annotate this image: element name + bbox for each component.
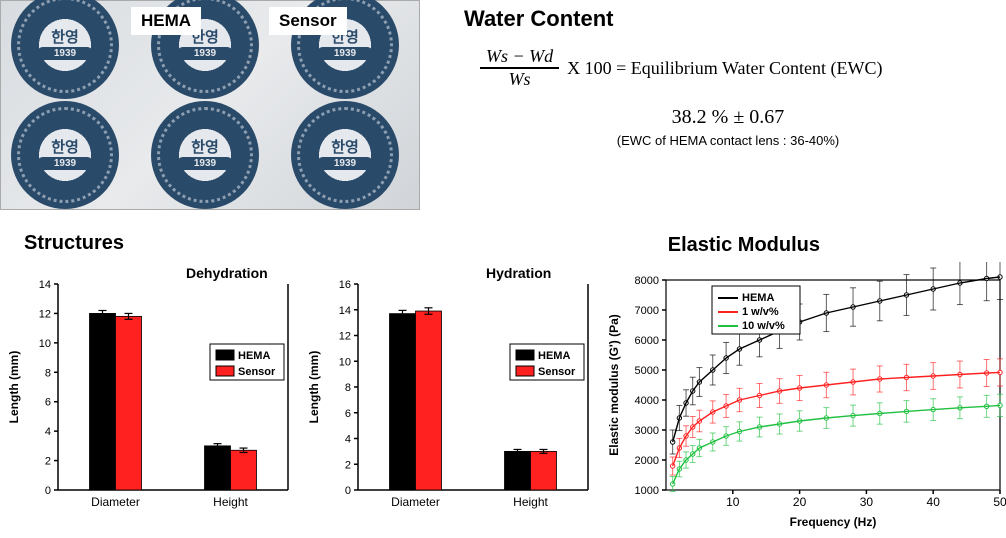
svg-text:Elastic modulus (G') (Pa): Elastic modulus (G') (Pa) [607,314,621,456]
formula-numerator: Ws − Wd [480,46,559,69]
svg-text:14: 14 [339,305,351,317]
formula-tail: X 100 = Equilibrium Water Content (EWC) [567,58,882,79]
top-row: 한영1939 한영1939 한영1939 한영1939 한영1939 한영193… [0,0,1006,210]
svg-text:6: 6 [345,408,351,420]
svg-text:10 w/v%: 10 w/v% [742,320,785,332]
svg-text:7000: 7000 [635,305,659,317]
svg-text:4: 4 [345,434,351,446]
formula-denominator: Ws [503,69,537,90]
svg-text:10: 10 [339,356,351,368]
seal-korean: 한영 [37,30,93,45]
photo-label-sensor: Sensor [269,7,347,35]
structures-title: Structures [24,232,124,255]
svg-text:10: 10 [726,495,740,509]
svg-text:6: 6 [45,397,51,409]
sample-photo: 한영1939 한영1939 한영1939 한영1939 한영1939 한영193… [0,0,420,210]
svg-text:2: 2 [45,456,51,468]
svg-text:Sensor: Sensor [238,366,276,378]
svg-text:8: 8 [45,367,51,379]
svg-text:1000: 1000 [635,485,659,497]
svg-text:Length (mm): Length (mm) [7,351,21,424]
svg-text:14: 14 [39,279,51,291]
svg-text:10: 10 [39,338,51,350]
seal-year: 1939 [37,47,93,60]
photo-label-hema: HEMA [131,7,201,35]
svg-text:20: 20 [793,495,807,509]
elastic-modulus-title: Elastic Modulus [668,234,820,257]
svg-text:12: 12 [339,331,351,343]
svg-text:0: 0 [345,485,351,497]
svg-text:Diameter: Diameter [91,495,140,509]
dehydration-bar-chart: Dehydration 0 2 4 6 8 10 12 14 Length (mm) Diamete… [0,262,300,532]
svg-text:6000: 6000 [635,335,659,347]
elastic-modulus-chart: 1000 2000 3000 4000 5000 6000 7000 8000 10 20 30 40… [600,262,1006,532]
svg-text:Diameter: Diameter [391,495,440,509]
svg-text:Sensor: Sensor [538,366,576,378]
svg-text:Length (mm): Length (mm) [307,351,321,424]
svg-text:5000: 5000 [635,365,659,377]
ewc-note: (EWC of HEMA contact lens : 36-40%) [460,133,996,148]
svg-text:Height: Height [513,495,548,509]
svg-text:50: 50 [993,495,1006,509]
svg-text:16: 16 [339,279,351,291]
svg-text:Frequency (Hz): Frequency (Hz) [790,515,877,529]
svg-text:1 w/v%: 1 w/v% [742,306,779,318]
charts-row: Dehydration 0 2 4 6 8 10 12 14 Length (mm) Diamete… [0,262,1006,532]
svg-text:8000: 8000 [635,275,659,287]
svg-text:HEMA: HEMA [742,292,774,304]
ewc-formula: Ws − Wd Ws X 100 = Equilibrium Water Con… [480,46,996,90]
svg-text:2000: 2000 [635,455,659,467]
water-content-panel: Water Content Ws − Wd Ws X 100 = Equilib… [420,0,1006,210]
svg-text:4000: 4000 [635,395,659,407]
svg-text:40: 40 [927,495,941,509]
svg-text:HEMA: HEMA [538,350,570,362]
svg-text:2: 2 [345,459,351,471]
svg-text:Hydration: Hydration [486,265,551,281]
svg-text:3000: 3000 [635,425,659,437]
svg-text:4: 4 [45,426,51,438]
svg-text:8: 8 [345,382,351,394]
water-content-title: Water Content [464,6,996,32]
svg-text:12: 12 [39,308,51,320]
svg-text:Height: Height [213,495,248,509]
hydration-bar-chart: Hydration 0 2 4 6 8 10 12 14 16 Length (mm) Diamete… [300,262,600,532]
ewc-value: 38.2 % ± 0.67 [460,106,996,129]
svg-text:30: 30 [860,495,874,509]
svg-text:Dehydration: Dehydration [186,265,268,281]
svg-text:0: 0 [45,485,51,497]
svg-text:HEMA: HEMA [238,350,270,362]
